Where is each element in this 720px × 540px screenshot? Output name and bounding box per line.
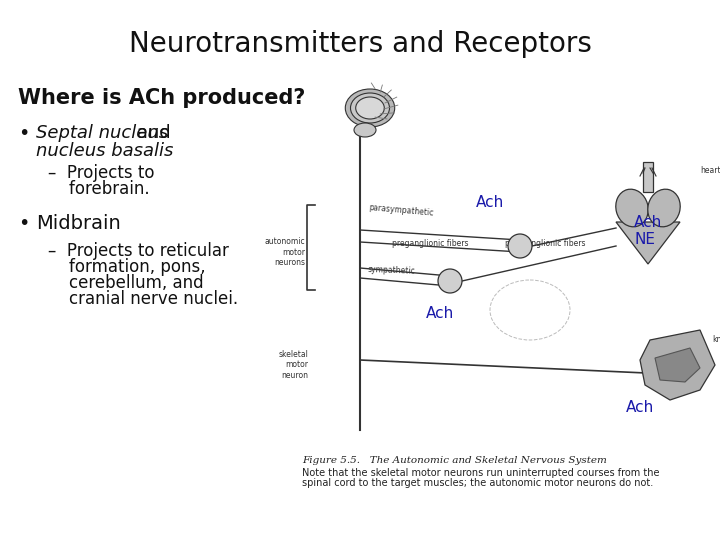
Text: •: • [18,124,30,143]
Text: formation, pons,: formation, pons, [48,258,206,276]
Text: and: and [131,124,171,142]
Text: cranial nerve nuclei.: cranial nerve nuclei. [48,290,238,308]
Ellipse shape [346,89,395,127]
Text: –  Projects to reticular: – Projects to reticular [48,242,229,260]
Text: Septal nucleus: Septal nucleus [36,124,168,142]
Ellipse shape [351,93,390,123]
Text: knee: knee [712,335,720,344]
Text: cerebellum, and: cerebellum, and [48,274,204,292]
Text: Where is ACh produced?: Where is ACh produced? [18,88,305,108]
Text: spinal cord to the target muscles; the autonomic motor neurons do not.: spinal cord to the target muscles; the a… [302,478,653,488]
Ellipse shape [356,97,384,119]
Text: Ach: Ach [476,195,504,210]
Circle shape [508,234,532,258]
Polygon shape [616,222,680,264]
Circle shape [438,269,462,293]
Text: Ach: Ach [426,306,454,321]
Polygon shape [655,348,700,382]
Text: skeletal
motor
neuron: skeletal motor neuron [278,350,308,380]
Text: Midbrain: Midbrain [36,214,121,233]
Polygon shape [640,330,715,400]
Text: sympathetic: sympathetic [368,265,416,275]
Ellipse shape [648,189,680,227]
Text: preganglionic fibers: preganglionic fibers [392,239,468,248]
Text: •: • [18,214,30,233]
Ellipse shape [354,123,376,137]
Text: Neurotransmitters and Receptors: Neurotransmitters and Receptors [129,30,591,58]
Ellipse shape [616,189,648,227]
Text: forebrain.: forebrain. [48,180,150,198]
Text: nucleus basalis: nucleus basalis [36,142,174,160]
Text: Ach: Ach [626,400,654,415]
Text: –  Projects to: – Projects to [48,164,155,182]
FancyBboxPatch shape [643,162,653,192]
Text: Note that the skeletal motor neurons run uninterrupted courses from the: Note that the skeletal motor neurons run… [302,468,660,478]
Text: Figure 5.5.   The Autonomic and Skeletal Nervous System: Figure 5.5. The Autonomic and Skeletal N… [302,456,607,465]
Text: heart: heart [700,166,720,175]
Text: parasympathetic: parasympathetic [368,202,433,217]
Text: Ach: Ach [634,215,662,230]
Text: NE: NE [634,232,655,247]
Text: autonomic
motor
neurons: autonomic motor neurons [264,238,305,267]
Text: postganglionic fibers: postganglionic fibers [505,239,585,248]
